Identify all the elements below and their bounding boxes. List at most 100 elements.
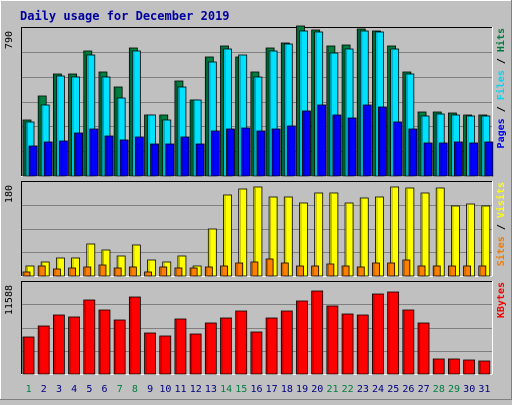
bar-kbytes-day-18 [280,310,293,375]
chart-panel-2: 180 Sites / Visits [4,181,507,277]
bar-kbytes-day-2 [37,325,50,375]
y-max-tick-label: 790 [4,31,15,49]
x-tick-label-day-8: 8 [132,384,138,395]
legend-part-pages: Pages [496,118,507,148]
x-tick-label-day-12: 12 [190,384,202,395]
bar-pages-day-24 [378,106,387,177]
bar-sites-day-7 [113,267,122,277]
legend-part-files: Files [495,70,507,100]
bar-pages-day-18 [286,125,296,177]
x-tick-label-day-2: 2 [41,384,47,395]
bar-kbytes-day-13 [204,322,217,375]
bar-sites-day-12 [189,267,198,277]
bar-pages-day-14 [226,128,235,177]
legend-separator: / [496,52,507,70]
bar-kbytes-day-27 [417,322,430,375]
bar-pages-day-9 [150,143,159,177]
bar-sites-day-24 [372,262,380,277]
bar-kbytes-day-6 [98,309,111,375]
bar-sites-day-27 [417,265,426,277]
bar-pages-day-16 [256,130,266,177]
bar-kbytes-day-15 [235,310,248,375]
x-tick-label-day-4: 4 [71,384,77,395]
x-tick-label-day-14: 14 [220,384,232,395]
bar-pages-day-3 [58,140,68,177]
x-tick-label-day-6: 6 [102,384,108,395]
bar-pages-day-21 [332,114,342,177]
legend-part-kbytes: KBytes [496,282,507,318]
bar-pages-day-22 [347,117,357,177]
legend-part-sites: Sites [495,236,507,266]
bar-sites-day-30 [463,265,472,277]
bar-pages-day-30 [469,142,479,177]
bar-sites-day-10 [159,266,168,277]
bar-pages-day-17 [271,128,281,177]
y-axis-legend-label: Sites / Visits [495,182,507,266]
bar-kbytes-day-21 [326,305,339,375]
bar-kbytes-day-26 [402,309,415,375]
chart-title: Daily usage for December 2019 [20,9,230,23]
bar-sites-day-15 [235,262,244,277]
bar-pages-day-11 [180,136,190,177]
bar-kbytes-day-19 [296,300,308,375]
bar-sites-day-26 [402,259,411,277]
y-max-tick-label: 180 [4,185,15,203]
bar-sites-day-25 [387,262,396,277]
bar-sites-day-28 [432,265,441,277]
bar-sites-day-18 [280,262,289,277]
x-tick-label-day-26: 26 [402,384,414,395]
chart-panel-3: 11588 KBytes [4,281,507,375]
x-tick-label-day-3: 3 [56,384,62,395]
x-tick-label-day-16: 16 [250,384,262,395]
bar-pages-day-28 [438,142,448,177]
bar-pages-day-5 [89,128,99,177]
bar-pages-day-4 [74,132,83,177]
bar-sites-day-16 [250,261,259,277]
bar-kbytes-day-23 [356,314,369,375]
bar-pages-day-6 [104,135,114,177]
bar-kbytes-day-22 [341,313,354,375]
bar-kbytes-day-14 [220,317,232,375]
bar-sites-day-13 [204,266,213,277]
bar-kbytes-day-17 [265,317,278,375]
bar-sites-day-19 [296,265,304,277]
x-tick-label-day-9: 9 [147,384,153,395]
bar-pages-day-15 [241,127,251,177]
x-tick-label-day-22: 22 [342,384,354,395]
bar-sites-day-21 [326,263,335,277]
bar-sites-day-14 [220,265,228,277]
bar-pages-day-2 [43,141,53,177]
bar-pages-day-23 [362,104,372,177]
bar-pages-day-31 [484,141,494,177]
bar-pages-day-29 [454,141,463,177]
bar-sites-day-4 [68,267,76,277]
bar-kbytes-day-8 [128,296,141,375]
chart-panel-1: 790 Pages / Files / Hits [4,25,507,177]
bar-pages-day-8 [134,136,144,177]
x-tick-label-day-25: 25 [387,384,399,395]
bar-kbytes-day-25 [387,291,400,375]
bar-kbytes-day-11 [174,318,187,375]
bar-pages-day-10 [165,143,175,177]
bar-pages-day-19 [302,110,311,177]
bar-sites-day-8 [128,266,137,277]
x-tick-label-day-27: 27 [418,384,430,395]
bar-pages-day-7 [119,139,129,177]
legend-part-visits: Visits [495,182,507,218]
y-axis-legend-label: KBytes [496,282,507,318]
bar-kbytes-day-12 [189,333,202,375]
bar-sites-day-29 [448,265,456,277]
bar-pages-day-1 [28,145,38,177]
legend-separator: / [496,218,507,236]
bar-kbytes-day-28 [432,358,445,375]
bar-kbytes-day-10 [159,335,172,375]
bar-kbytes-day-1 [22,336,35,375]
x-tick-label-day-23: 23 [357,384,369,395]
bar-kbytes-day-29 [448,358,460,375]
x-tick-label-day-18: 18 [281,384,293,395]
x-tick-label-day-31: 31 [478,384,490,395]
x-tick-label-day-24: 24 [372,384,384,395]
x-tick-label-day-19: 19 [296,384,308,395]
bar-kbytes-day-20 [311,290,324,375]
